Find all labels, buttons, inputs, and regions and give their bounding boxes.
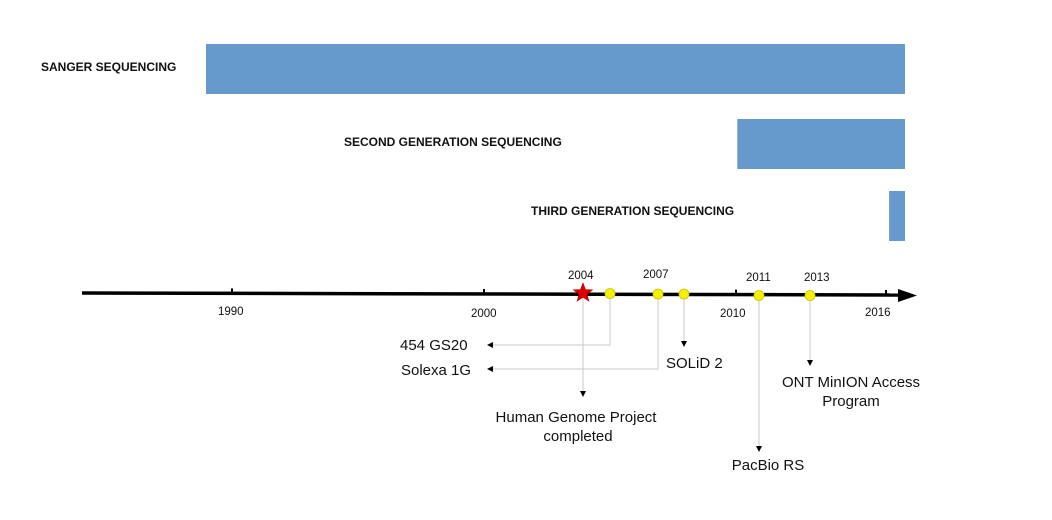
year-label-2007: 2007	[643, 269, 669, 281]
axis-ticks	[231, 288, 887, 296]
milestone-markers	[572, 282, 816, 302]
milestone-dot-pacbio-rs	[753, 290, 765, 301]
era-bar-sanger	[206, 44, 905, 94]
axis-line	[81, 291, 903, 297]
milestone-dot-454-gs20	[604, 288, 616, 299]
tick-label-2016: 2016	[865, 307, 891, 319]
era-label-second-generation: SECOND GENERATION SEQUENCING	[344, 135, 562, 149]
milestone-year-labels: 2004 2007 2011 2013	[568, 269, 830, 284]
milestone-dot-ont-minion	[804, 290, 816, 301]
axis-tick-labels: 1990 2000 2010 2016	[218, 306, 891, 320]
era-labels: SANGER SEQUENCING SECOND GENERATION SEQU…	[41, 60, 734, 218]
event-label-human-genome-line-1: Human Genome Project	[496, 409, 658, 426]
event-label-ont-minion-line-2: Program	[822, 393, 880, 410]
era-bar-second-generation	[737, 119, 905, 169]
milestone-connectors	[487, 295, 813, 452]
milestone-dot-solid-2	[678, 288, 690, 300]
time-axis: 1990 2000 2010 2016	[81, 288, 917, 320]
year-label-2004: 2004	[568, 270, 594, 282]
era-bar-third-generation	[889, 191, 905, 241]
event-label-454-gs20: 454 GS20	[400, 337, 468, 354]
axis-arrowhead	[898, 289, 917, 302]
tick-label-2010: 2010	[720, 308, 746, 320]
event-label-human-genome-line-2: completed	[543, 428, 612, 445]
event-label-ont-minion-line-1: ONT MinION Access	[782, 374, 920, 391]
milestone-dot-solexa-1g	[652, 288, 664, 300]
era-label-third-generation: THIRD GENERATION SEQUENCING	[531, 204, 734, 218]
era-label-sanger: SANGER SEQUENCING	[41, 60, 176, 74]
event-label-solexa-1g: Solexa 1G	[401, 362, 471, 379]
event-label-solid-2: SOLiD 2	[666, 355, 723, 372]
milestone-event-labels: 454 GS20 Solexa 1G SOLiD 2 Human Genome …	[400, 337, 920, 474]
tick-label-1990: 1990	[218, 306, 244, 318]
year-label-2011: 2011	[746, 272, 771, 284]
connector-454-gs20	[487, 295, 611, 348]
tick-label-2000: 2000	[471, 308, 497, 320]
star-icon	[572, 282, 594, 302]
connector-solexa-1g	[487, 295, 659, 372]
event-label-pacbio-rs: PacBio RS	[732, 457, 805, 474]
era-bars	[206, 44, 905, 241]
year-label-2013: 2013	[804, 272, 830, 284]
